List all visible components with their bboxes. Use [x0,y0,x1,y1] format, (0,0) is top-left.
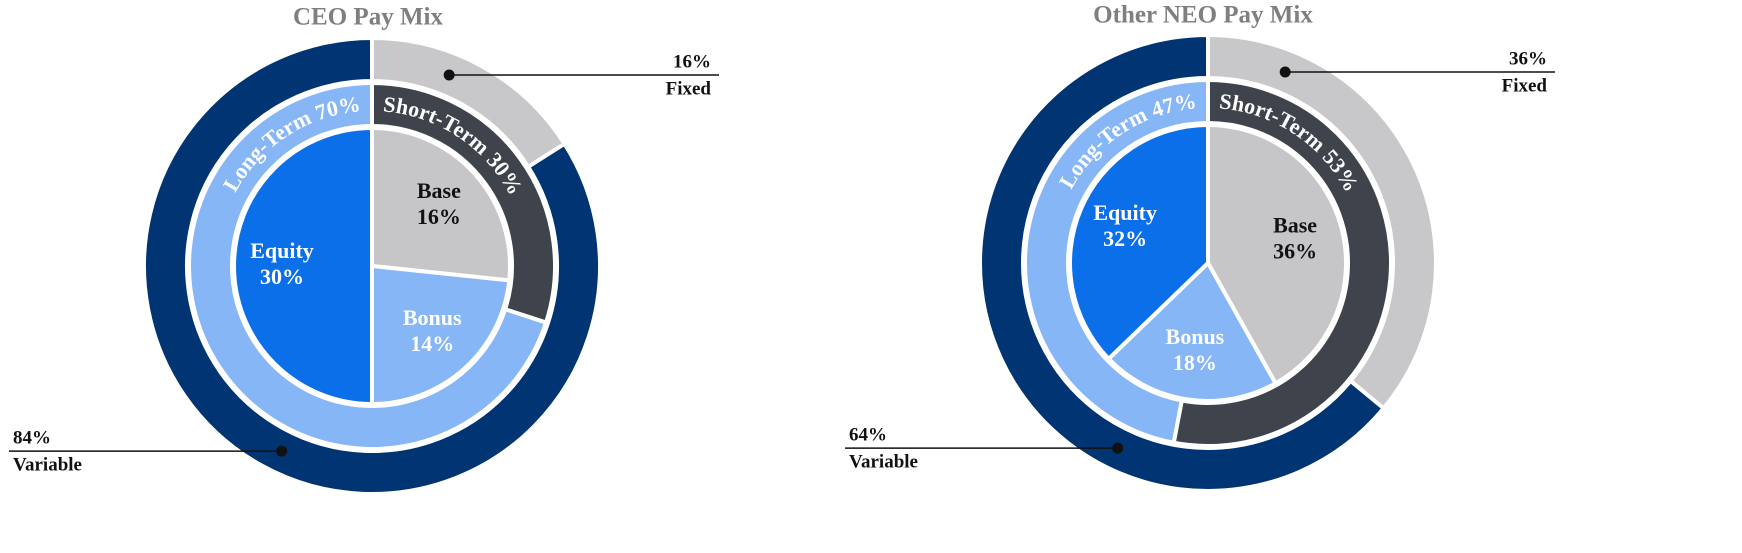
segment-label: Base [417,178,461,203]
pie-segment [1068,122,1210,362]
pie-segment [370,125,512,283]
chart-title: CEO Pay Mix [293,4,443,31]
callout-dot [1112,442,1124,454]
callout-value-label: 36% [1509,48,1547,69]
pie-segment [187,80,549,451]
callout-dot [276,445,288,457]
segment-label: Bonus [1166,324,1225,349]
segment-value-label: 36% [1273,238,1317,263]
segment-label: Bonus [403,305,462,330]
chart-title: Other NEO Pay Mix [1093,2,1313,29]
segment-label: Equity [1093,200,1157,225]
segment-label: Equity [250,238,314,263]
segment-value-label: 30% [260,264,304,289]
pie-segment [978,32,1387,493]
segment-label: Base [1273,212,1317,237]
callout-value-label: 16% [673,51,711,72]
pie-segment [232,125,374,407]
callout-label: Fixed [666,78,712,99]
pie-segment [1206,122,1348,387]
segment-value-label: 14% [410,331,454,356]
segment-value-label: 18% [1173,350,1217,375]
callout-dot [443,69,455,81]
callout-label: Fixed [1502,75,1548,96]
pie-segment [1105,259,1279,403]
callout-value-label: 84% [13,428,51,449]
callout-label: Variable [13,455,82,476]
pie-segment [1171,77,1393,448]
callout-label: Variable [849,452,918,473]
pie-segment [1023,77,1210,446]
segment-value-label: 32% [1103,226,1147,251]
segment-value-label: 16% [417,204,461,229]
callout-dot [1279,66,1291,78]
callout-value-label: 64% [849,425,887,446]
pie-segment [142,35,602,496]
pie-segment [370,263,512,407]
